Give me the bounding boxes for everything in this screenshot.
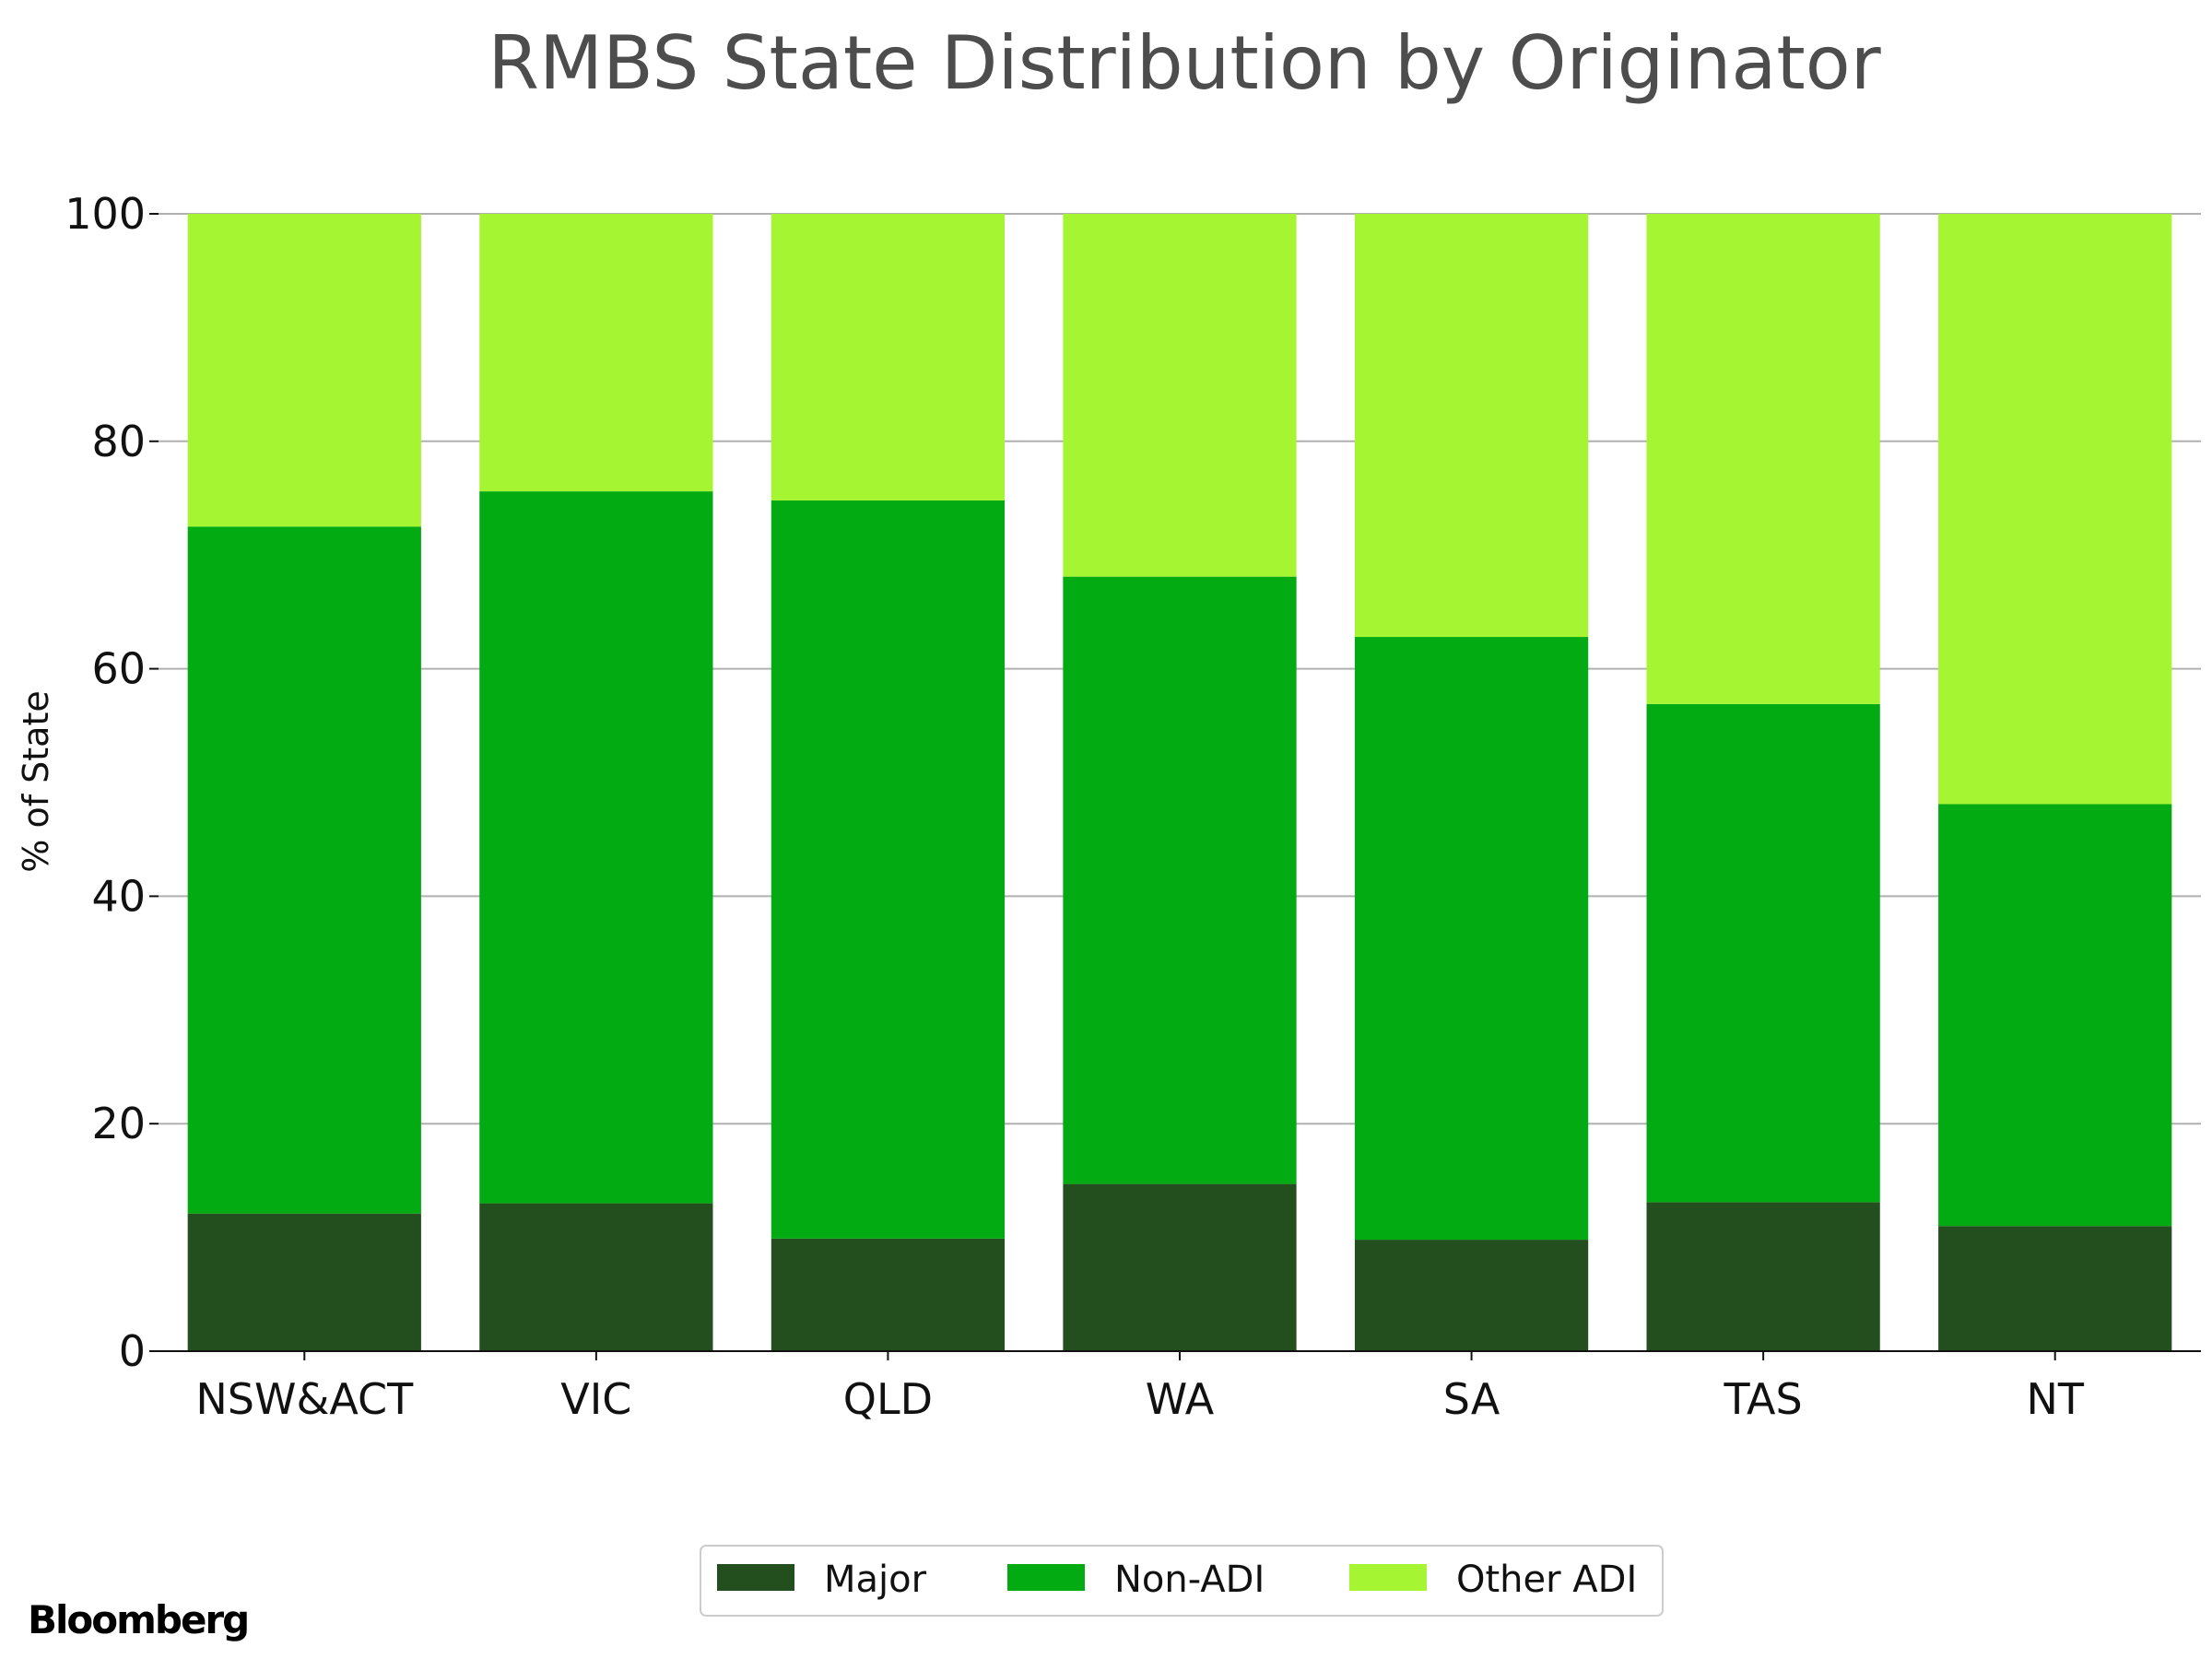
legend-label: Major bbox=[824, 1559, 927, 1601]
y-axis: 0 20 40 60 80 100 bbox=[65, 189, 159, 1376]
x-tick-label: TAS bbox=[1724, 1374, 1803, 1424]
legend-swatch-major bbox=[717, 1564, 794, 1591]
legend: Major Non-ADI Other ADI bbox=[700, 1545, 1664, 1617]
bar-qld-non-adi bbox=[771, 500, 1006, 1239]
legend-swatch-other-adi bbox=[1349, 1564, 1427, 1591]
bar-wa-non-adi bbox=[1063, 576, 1297, 1184]
bar-qld-major bbox=[771, 1238, 1006, 1351]
y-tick-label: 40 bbox=[91, 871, 146, 921]
bar-vic-major bbox=[479, 1203, 713, 1351]
bar-tas-major bbox=[1646, 1202, 1880, 1351]
bar-vic-other-adi bbox=[479, 214, 713, 492]
legend-frame bbox=[700, 1545, 1664, 1617]
bar-vic-non-adi bbox=[479, 491, 713, 1204]
y-axis-title: % of State bbox=[16, 690, 56, 872]
bar-sa-major bbox=[1354, 1240, 1589, 1351]
bar-wa-major bbox=[1063, 1183, 1297, 1351]
bar-tas-other-adi bbox=[1646, 214, 1880, 704]
bar-nt-major bbox=[1938, 1226, 2172, 1351]
bar-sa-other-adi bbox=[1354, 214, 1589, 638]
bar-nt-other-adi bbox=[1938, 214, 2172, 805]
x-tick-label: WA bbox=[1146, 1374, 1215, 1424]
legend-label: Non-ADI bbox=[1114, 1559, 1265, 1601]
x-tick-label: VIC bbox=[560, 1374, 631, 1424]
bar-tas-non-adi bbox=[1646, 703, 1880, 1203]
bar-wa-other-adi bbox=[1063, 214, 1297, 577]
bars bbox=[187, 214, 2172, 1351]
x-tick-label: NT bbox=[2026, 1374, 2084, 1424]
y-tick-label: 100 bbox=[65, 189, 146, 239]
x-tick-label: NSW&ACT bbox=[195, 1374, 414, 1424]
bar-nt-non-adi bbox=[1938, 804, 2172, 1227]
legend-label: Other ADI bbox=[1456, 1559, 1637, 1601]
chart-title: RMBS State Distribution by Originator bbox=[488, 20, 1880, 106]
bar-qld-other-adi bbox=[771, 214, 1006, 500]
bar-nsw-act-major bbox=[187, 1213, 421, 1351]
bar-nsw-act-non-adi bbox=[187, 526, 421, 1214]
bar-nsw-act-other-adi bbox=[187, 214, 421, 527]
bloomberg-logo: Bloomberg bbox=[28, 1597, 248, 1642]
y-tick-label: 20 bbox=[91, 1099, 146, 1148]
y-tick-label: 80 bbox=[91, 417, 146, 466]
bar-sa-non-adi bbox=[1354, 637, 1589, 1241]
x-tick-label: SA bbox=[1443, 1374, 1500, 1424]
x-axis: NSW&ACT VIC QLD WA SA TAS NT bbox=[159, 1350, 2201, 1424]
legend-swatch-non-adi bbox=[1007, 1564, 1085, 1591]
y-tick-label: 0 bbox=[119, 1326, 146, 1376]
y-tick-label: 60 bbox=[91, 644, 146, 694]
x-tick-label: QLD bbox=[843, 1374, 933, 1424]
